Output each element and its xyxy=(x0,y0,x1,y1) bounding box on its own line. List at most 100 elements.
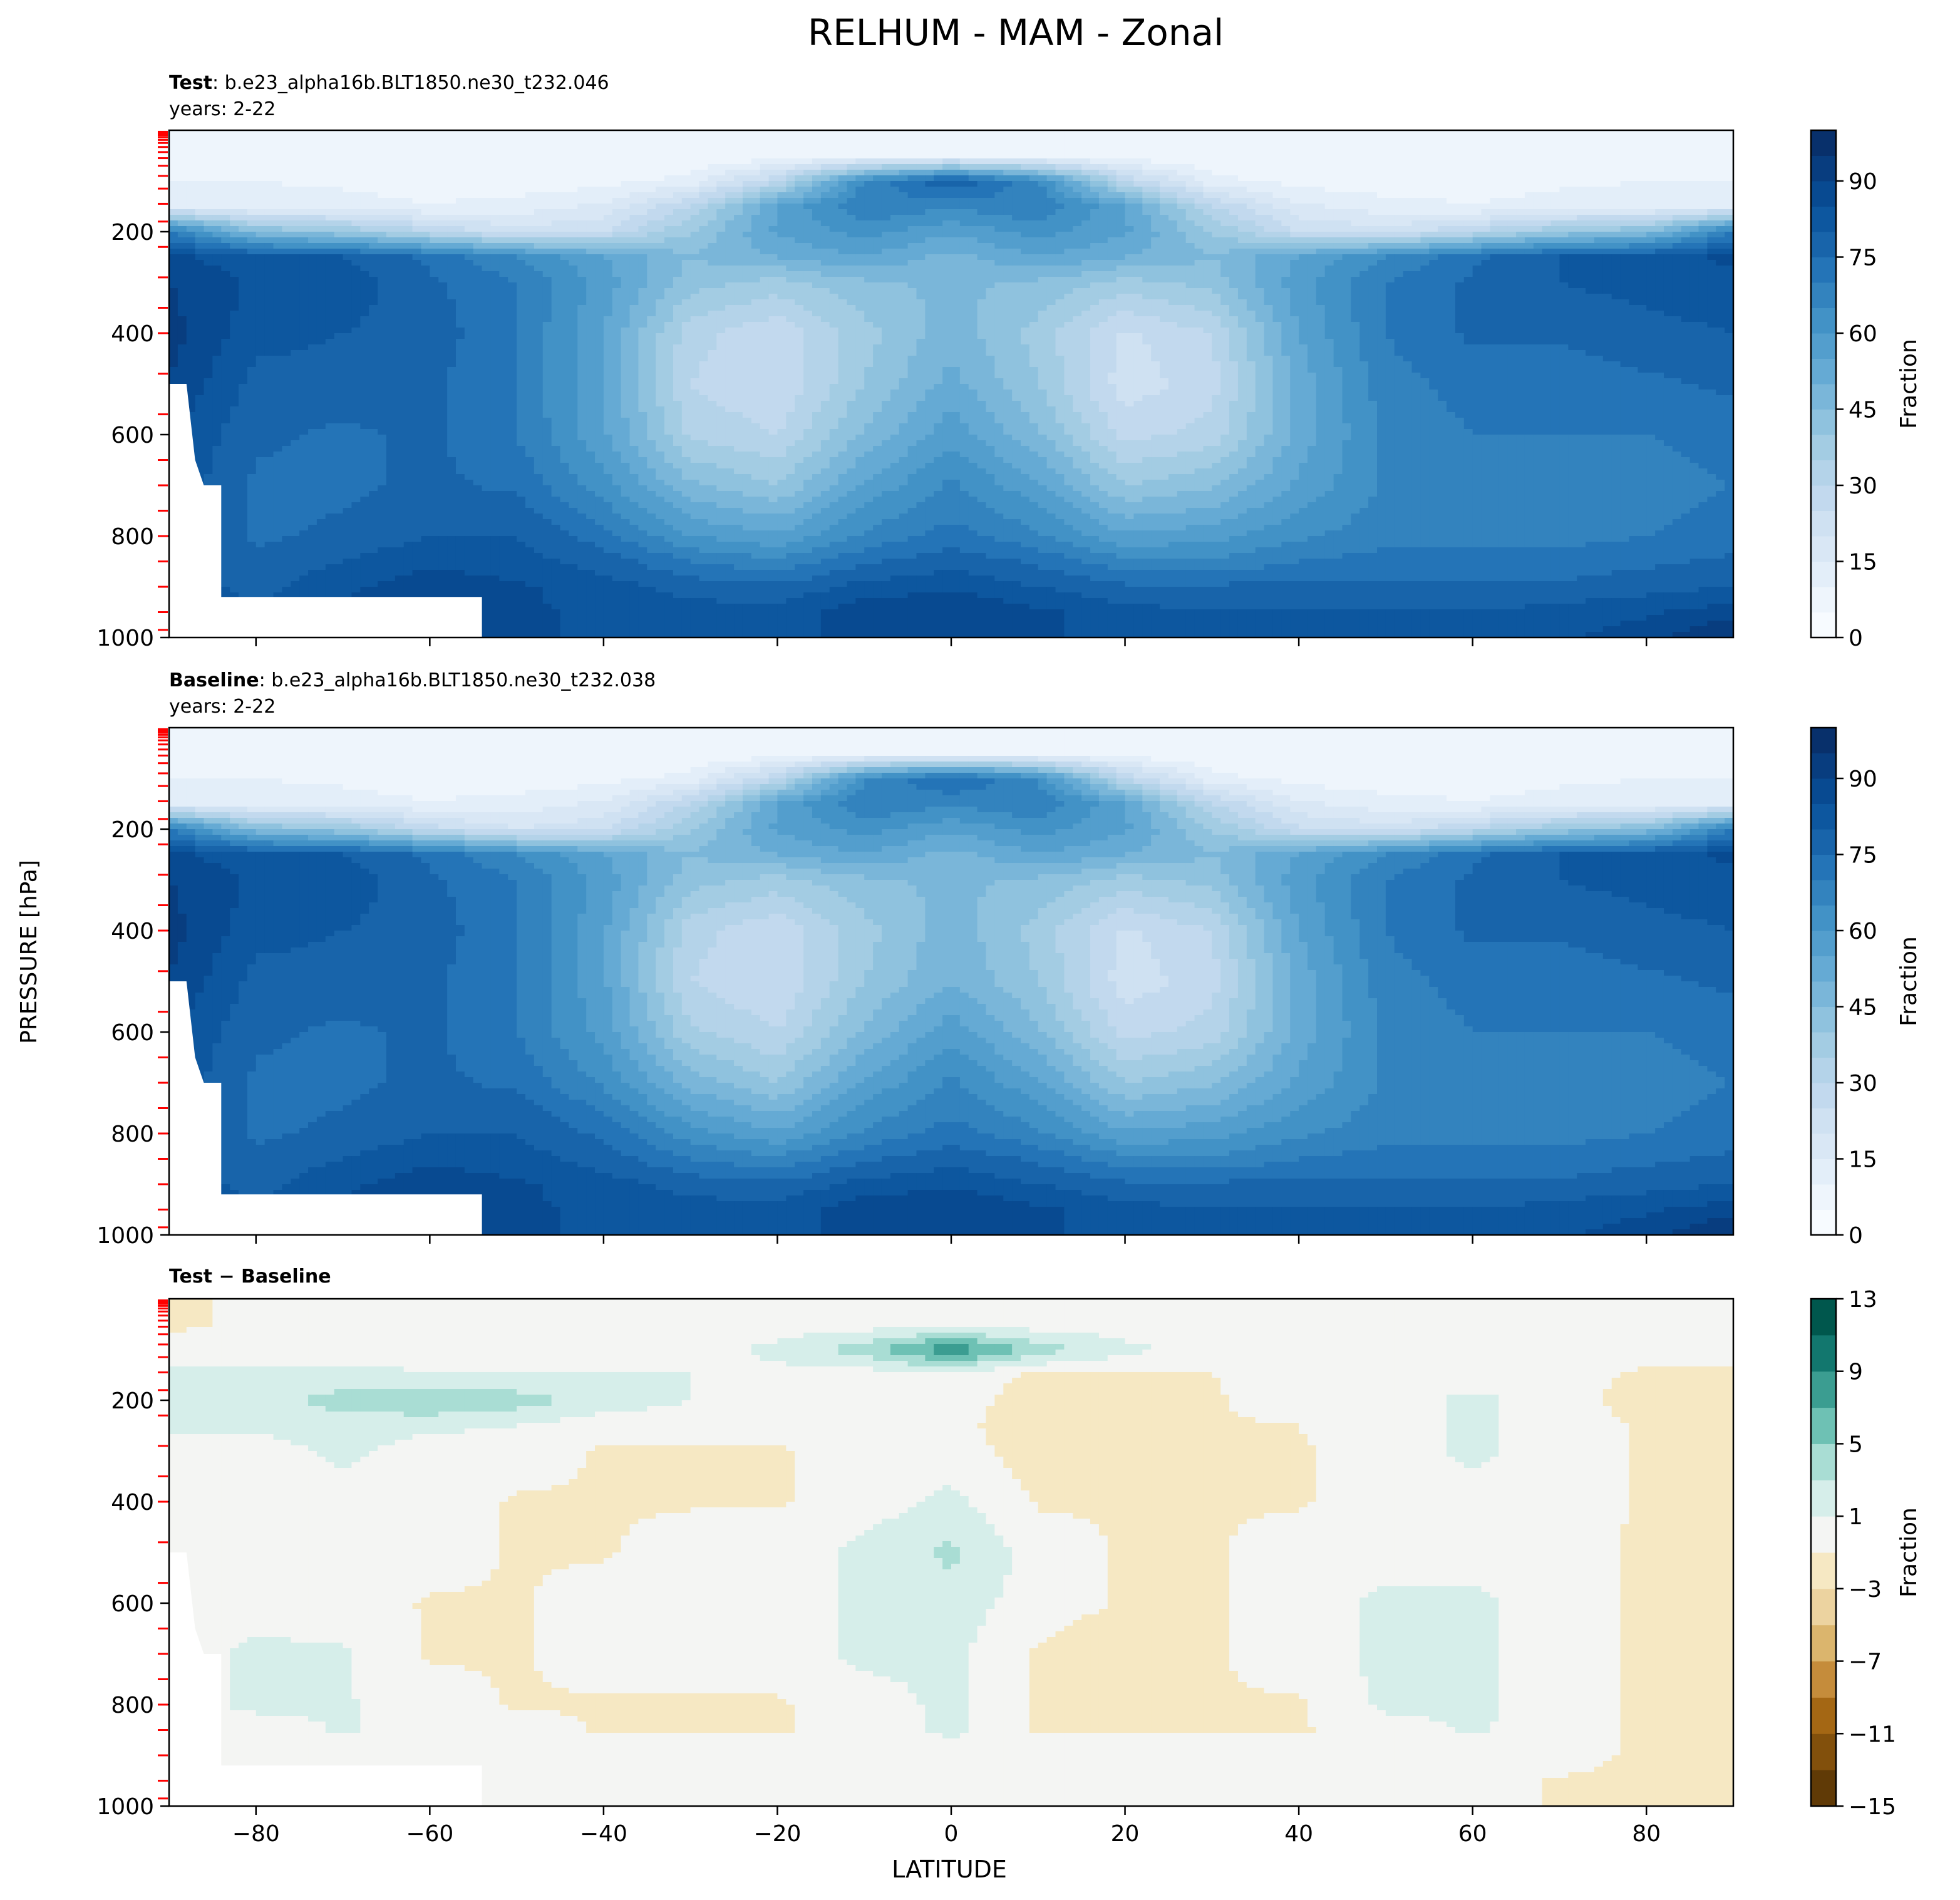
contour-cell xyxy=(1438,181,1447,187)
contour-cell xyxy=(1438,142,1447,148)
contour-cell xyxy=(1646,226,1656,232)
contour-cell xyxy=(899,158,909,165)
contour-cell xyxy=(1516,198,1525,204)
contour-cell xyxy=(1568,249,1577,255)
contour-cell xyxy=(1090,175,1100,182)
contour-cell xyxy=(395,254,405,261)
contour-cell xyxy=(291,136,300,142)
contour-cell xyxy=(734,170,743,176)
contour-cell xyxy=(430,142,439,148)
contour-cell xyxy=(681,158,691,165)
contour-cell xyxy=(212,254,222,261)
contour-cell xyxy=(1663,209,1673,215)
contour-cell xyxy=(795,175,804,182)
contour-cell xyxy=(1142,249,1152,255)
contour-cell xyxy=(1455,198,1465,204)
contour-cell xyxy=(959,271,969,277)
contour-cell xyxy=(1663,164,1673,170)
contour-cell xyxy=(1638,243,1647,249)
contour-cell xyxy=(308,130,317,137)
contour-cell xyxy=(681,130,691,137)
contour-cell xyxy=(1403,204,1413,210)
contour-cell xyxy=(1707,153,1716,159)
contour-cell xyxy=(264,170,274,176)
y-axis-label: PRESSURE [hPa] xyxy=(16,860,42,1044)
contour-cell xyxy=(569,266,578,272)
contour-cell xyxy=(1107,254,1117,261)
contour-cell xyxy=(907,198,917,204)
contour-cell xyxy=(1429,130,1438,137)
contour-cell xyxy=(1185,277,1195,283)
contour-cell xyxy=(629,266,639,272)
contour-cell xyxy=(907,237,917,244)
contour-cell xyxy=(1290,164,1299,170)
contour-cell xyxy=(838,209,848,215)
contour-cell xyxy=(820,153,830,159)
contour-cell xyxy=(325,209,335,215)
contour-cell xyxy=(612,266,622,272)
contour-cell xyxy=(838,254,848,261)
contour-cell xyxy=(447,158,456,165)
contour-cell xyxy=(968,198,978,204)
contour-cell xyxy=(1586,204,1595,210)
contour-cell xyxy=(195,170,205,176)
contour-cell xyxy=(1394,260,1404,266)
contour-cell xyxy=(334,277,344,283)
contour-cell xyxy=(994,204,1004,210)
contour-cell xyxy=(230,130,239,137)
contour-cell xyxy=(864,260,874,266)
contour-cell xyxy=(925,130,934,137)
contour-cell xyxy=(1577,130,1586,137)
contour-cell xyxy=(1012,260,1021,266)
contour-cell xyxy=(517,175,526,182)
contour-cell xyxy=(1716,175,1725,182)
contour-cell xyxy=(1133,164,1143,170)
contour-cell xyxy=(386,142,396,148)
contour-cell xyxy=(351,215,361,221)
contour-cell xyxy=(647,181,656,187)
contour-cell xyxy=(239,142,248,148)
contour-cell xyxy=(1220,237,1230,244)
contour-cell xyxy=(968,136,978,142)
contour-cell xyxy=(1655,215,1664,221)
contour-cell xyxy=(1046,254,1056,261)
contour-cell xyxy=(820,142,830,148)
contour-cell xyxy=(369,130,378,137)
contour-cell xyxy=(438,158,448,165)
contour-cell xyxy=(881,249,891,255)
contour-cell xyxy=(499,232,508,238)
contour-cell xyxy=(638,164,647,170)
contour-cell xyxy=(239,237,248,244)
contour-cell xyxy=(1220,277,1230,283)
contour-cell xyxy=(795,237,804,244)
contour-cell xyxy=(629,215,639,221)
contour-cell xyxy=(699,277,709,283)
contour-cell xyxy=(1638,153,1647,159)
contour-cell xyxy=(403,164,413,170)
contour-cell xyxy=(1046,192,1056,199)
contour-cell xyxy=(1638,232,1647,238)
contour-cell xyxy=(1672,164,1682,170)
contour-cell xyxy=(1663,147,1673,153)
contour-cell xyxy=(1003,226,1013,232)
contour-cell xyxy=(395,158,405,165)
contour-cell xyxy=(499,136,508,142)
contour-cell xyxy=(986,192,995,199)
contour-cell xyxy=(881,181,891,187)
contour-cell xyxy=(177,215,187,221)
contour-cell xyxy=(378,181,387,187)
contour-cell xyxy=(1524,181,1534,187)
contour-cell xyxy=(421,142,430,148)
contour-cell xyxy=(1046,158,1056,165)
contour-cell xyxy=(438,175,448,182)
contour-cell xyxy=(742,215,752,221)
contour-cell xyxy=(1594,271,1604,277)
contour-cell xyxy=(1716,170,1725,176)
contour-cell xyxy=(221,158,230,165)
contour-cell xyxy=(560,277,569,283)
contour-cell xyxy=(177,164,187,170)
contour-cell xyxy=(1160,142,1169,148)
contour-cell xyxy=(308,237,317,244)
contour-cell xyxy=(716,226,726,232)
contour-cell xyxy=(1629,260,1638,266)
